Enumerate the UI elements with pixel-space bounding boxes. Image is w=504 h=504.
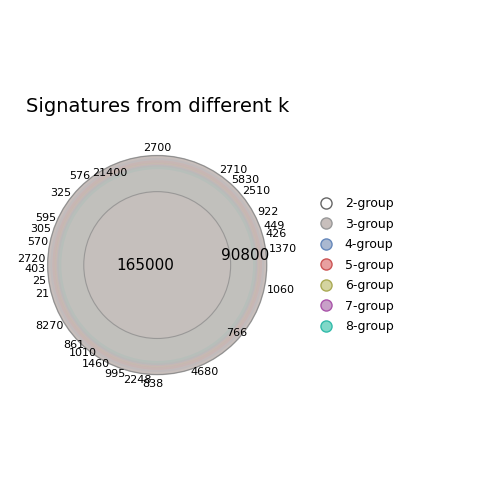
Text: 595: 595 [35,213,56,223]
Text: 861: 861 [64,340,85,350]
Text: 922: 922 [257,207,278,217]
Text: 2700: 2700 [143,143,171,153]
Text: 21: 21 [35,289,49,299]
Text: 838: 838 [143,379,164,389]
Text: 325: 325 [50,188,72,198]
Text: 305: 305 [31,224,51,234]
Text: 165000: 165000 [116,258,174,273]
Text: 570: 570 [27,237,48,247]
Circle shape [48,156,267,374]
Text: 766: 766 [226,328,247,338]
Circle shape [57,165,257,365]
Text: 1010: 1010 [69,348,96,358]
Text: 4680: 4680 [191,367,219,377]
Text: 1460: 1460 [82,359,110,369]
Text: 403: 403 [24,264,45,274]
Circle shape [84,192,231,339]
Text: 21400: 21400 [92,168,128,178]
Text: 8270: 8270 [35,321,64,331]
Text: 2710: 2710 [219,165,247,175]
Circle shape [56,164,259,366]
Title: Signatures from different k: Signatures from different k [26,97,289,116]
Text: 426: 426 [266,229,287,239]
Text: 2510: 2510 [242,186,271,196]
Text: 2720: 2720 [17,254,45,264]
Circle shape [54,162,261,368]
Circle shape [48,156,267,374]
Text: 995: 995 [105,369,126,379]
Text: 449: 449 [263,221,285,231]
Text: 2248: 2248 [123,375,152,385]
Text: 576: 576 [69,171,90,181]
Legend: 2-group, 3-group, 4-group, 5-group, 6-group, 7-group, 8-group: 2-group, 3-group, 4-group, 5-group, 6-gr… [308,192,399,338]
Circle shape [48,156,267,374]
Circle shape [51,159,263,371]
Text: 90800: 90800 [221,248,269,263]
Text: 1060: 1060 [267,285,295,295]
Text: 1370: 1370 [269,244,297,255]
Circle shape [59,167,255,363]
Text: 25: 25 [32,276,46,286]
Text: 5830: 5830 [231,175,260,185]
